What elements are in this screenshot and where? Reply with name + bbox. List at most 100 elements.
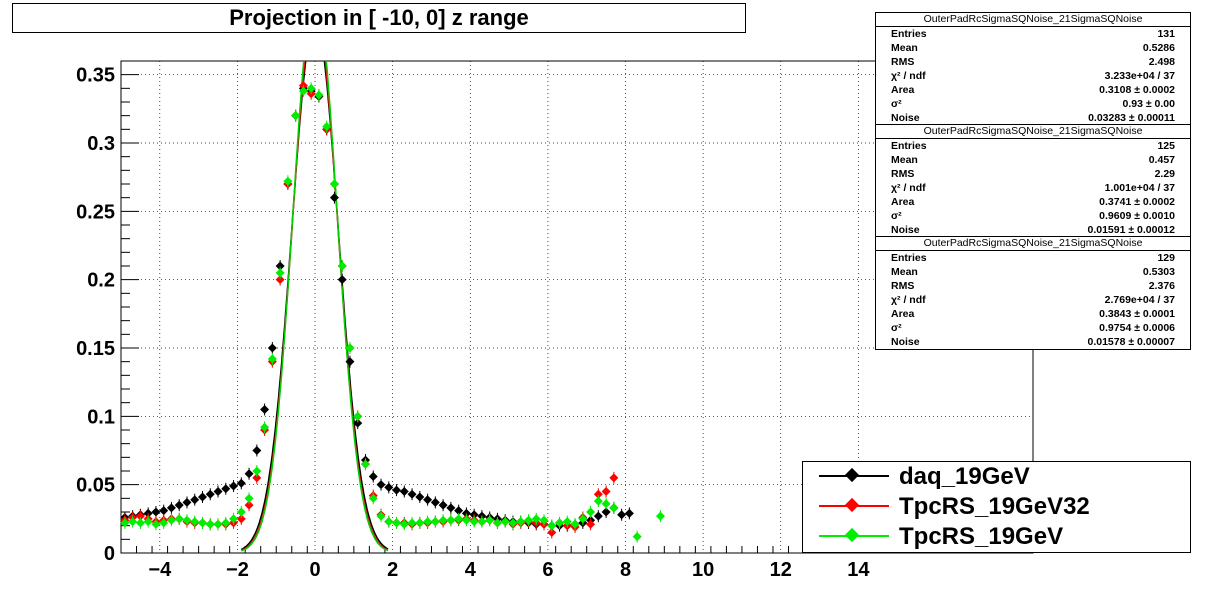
data-point <box>337 261 347 271</box>
data-point <box>593 489 603 499</box>
data-point <box>523 515 533 525</box>
x-tick-label: −2 <box>226 559 249 581</box>
data-point <box>260 422 270 432</box>
data-point <box>236 478 246 488</box>
data-point <box>135 518 145 528</box>
stats-row: σ² 0.9754 ± 0.0006 <box>891 322 1175 334</box>
x-tick-label: −4 <box>148 559 172 581</box>
data-point <box>353 418 363 428</box>
data-point <box>190 495 200 505</box>
data-point <box>337 275 347 285</box>
stats-row: Area 0.3108 ± 0.0002 <box>891 84 1175 96</box>
data-point <box>423 495 433 505</box>
x-tick-label: 2 <box>387 559 398 581</box>
data-point <box>392 485 402 495</box>
data-point <box>423 517 433 527</box>
data-point <box>283 176 293 186</box>
data-point <box>267 343 277 353</box>
data-point <box>275 261 285 271</box>
data-point <box>275 275 285 285</box>
data-point <box>221 518 231 528</box>
fit-curve <box>240 61 389 551</box>
chart-title: Projection in [ -10, 0] z range <box>12 3 746 33</box>
stats-row: RMS 2.498 <box>891 56 1175 68</box>
data-point <box>624 508 634 518</box>
stats-row: Area 0.3843 ± 0.0001 <box>891 308 1175 320</box>
stats-row: χ² / ndf 1.001e+04 / 37 <box>891 182 1175 194</box>
data-point <box>252 466 262 476</box>
data-point <box>461 515 471 525</box>
stats-row: Noise 0.01591 ± 0.00012 <box>891 224 1175 236</box>
x-tick-label: 0 <box>309 559 320 581</box>
stats-box-tpcrs: OuterPadRcSigmaSQNoise_21SigmaSQNoise En… <box>875 236 1191 350</box>
data-point <box>205 489 215 499</box>
y-tick-label: 0.3 <box>87 133 115 155</box>
data-point <box>376 480 386 490</box>
data-point <box>399 519 409 529</box>
y-tick-label: 0 <box>104 543 115 565</box>
x-tick-label: 12 <box>770 559 792 581</box>
legend-item-daq: daq_19GeV <box>803 462 1190 492</box>
data-point <box>430 497 440 507</box>
data-point <box>190 517 200 527</box>
data-point <box>244 500 254 510</box>
data-point <box>392 518 402 528</box>
data-point <box>469 517 479 527</box>
stats-row: χ² / ndf 3.233e+04 / 37 <box>891 70 1175 82</box>
y-tick-label: 0.05 <box>76 475 115 497</box>
data-point <box>547 528 557 537</box>
stats-box-daq: OuterPadRcSigmaSQNoise_21SigmaSQNoise En… <box>875 12 1191 126</box>
data-point <box>298 86 308 96</box>
data-point <box>322 122 332 132</box>
data-point <box>555 518 565 528</box>
data-point <box>182 497 192 507</box>
data-point <box>151 507 161 517</box>
y-tick-label: 0.35 <box>76 65 115 87</box>
x-tick-label: 4 <box>465 559 477 581</box>
data-point <box>345 357 355 367</box>
y-tick-label: 0.15 <box>76 338 115 360</box>
data-point <box>252 446 262 455</box>
data-point <box>384 517 394 527</box>
data-point <box>446 503 456 513</box>
y-tick-label: 0.2 <box>87 270 115 292</box>
stats-title: OuterPadRcSigmaSQNoise_21SigmaSQNoise <box>876 125 1190 139</box>
data-point <box>570 519 580 529</box>
data-point <box>244 469 254 479</box>
data-point <box>601 499 611 509</box>
data-point <box>617 510 627 520</box>
data-point <box>291 111 301 121</box>
data-point <box>601 487 611 496</box>
legend-label: TpcRS_19GeV32 <box>899 493 1090 520</box>
data-point <box>229 514 239 524</box>
data-point <box>601 507 611 517</box>
fit-curve <box>241 61 389 552</box>
data-point <box>368 471 378 481</box>
data-point <box>609 473 619 483</box>
data-point <box>151 519 161 529</box>
stats-row: Entries 125 <box>891 140 1175 152</box>
data-point <box>531 514 541 524</box>
data-point <box>516 517 526 527</box>
data-point <box>314 90 324 100</box>
legend-label: TpcRS_19GeV <box>899 523 1064 550</box>
data-point <box>159 506 169 516</box>
stats-row: Entries 131 <box>891 28 1175 40</box>
data-point <box>438 515 448 525</box>
data-point <box>236 514 246 524</box>
data-point <box>159 518 169 528</box>
legend-label: daq_19GeV <box>899 463 1030 490</box>
data-point <box>174 500 184 510</box>
data-point <box>632 532 642 542</box>
stats-row: σ² 0.9609 ± 0.0010 <box>891 210 1175 222</box>
stats-row: Noise 0.03283 ± 0.00011 <box>891 112 1175 124</box>
stats-row: σ² 0.93 ± 0.00 <box>891 98 1175 110</box>
data-point <box>221 484 231 494</box>
data-point <box>547 521 557 531</box>
stats-row: Entries 129 <box>891 252 1175 264</box>
y-tick-label: 0.1 <box>87 406 115 428</box>
stats-box-tpcrs32: OuterPadRcSigmaSQNoise_21SigmaSQNoise En… <box>875 124 1191 238</box>
data-point <box>485 515 495 525</box>
data-point <box>353 411 363 421</box>
data-point <box>252 473 262 483</box>
